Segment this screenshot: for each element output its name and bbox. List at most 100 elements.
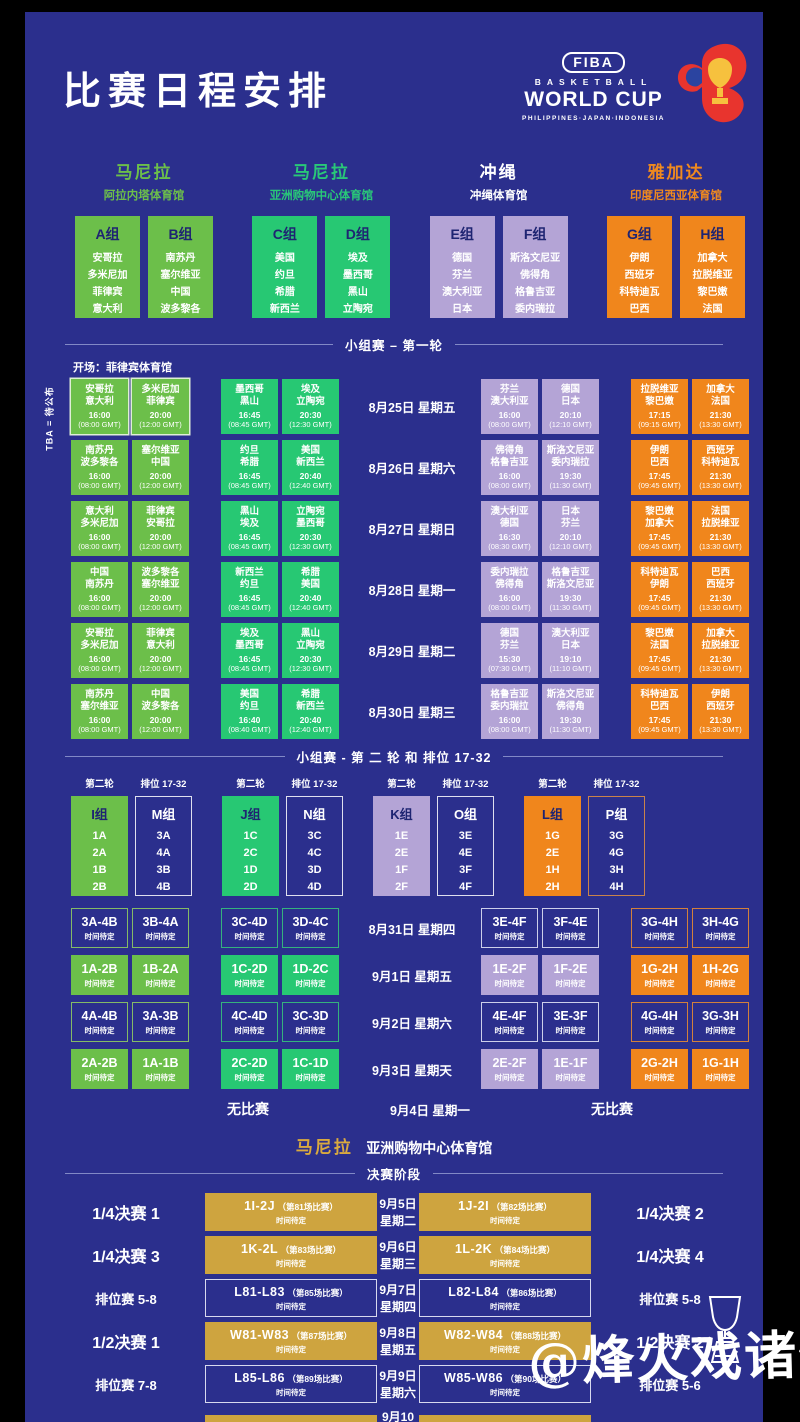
team-1: 南苏丹 <box>85 688 114 700</box>
group-slot: 3G <box>609 830 624 842</box>
team-1: 波多黎各 <box>141 566 180 578</box>
group-slot: 2F <box>395 881 408 894</box>
gmt-time: (11:30 GMT) <box>549 481 592 491</box>
group-slot: 4A <box>156 847 171 860</box>
venue-block: 雅加达 印度尼西亚体育馆 G组 伊朗 西班牙 科特迪瓦 巴西 H组 加拿大 拉脱维亚 黎巴… <box>601 158 751 318</box>
group-slot: 4E <box>458 847 473 860</box>
game-code: 1A-1B <box>142 1055 179 1070</box>
game-cell: 加拿大 法国 21:30 (13:30 GMT) <box>692 379 749 434</box>
game-cell: 3G-3H 时间待定 <box>692 1002 749 1042</box>
time-tbd: 时间待定 <box>555 1025 586 1035</box>
team-1: 美国 <box>239 688 259 700</box>
stage-label: 排位赛 5-8 <box>639 1291 701 1307</box>
time-tbd: 时间待定 <box>145 1072 176 1082</box>
game-cell: 立陶宛 墨西哥 20:30 (12:30 GMT) <box>282 501 339 556</box>
group-slot: 1H <box>545 864 560 877</box>
game-cell: 中国 南苏丹 16:00 (08:00 GMT) <box>71 562 128 617</box>
games-left: 3A-4B 时间待定 3B-4A 时间待定 3C-4D 时间待定 3D-4C 时… <box>71 908 343 948</box>
game-box: W81-W83 （第87场比赛） 时间待定 <box>205 1322 377 1360</box>
team-2: 西班牙 <box>706 579 735 590</box>
venue-groups: A组 安哥拉 多米尼加 菲律宾 意大利 B组 南苏丹 塞尔维亚 中国 波多黎各 <box>69 216 219 318</box>
game-code: 1H-2G <box>702 961 739 976</box>
group-slot: 3F <box>459 864 472 877</box>
game-cell: 佛得角 格鲁吉亚 16:00 (08:00 GMT) <box>481 440 538 495</box>
team-2: 斯洛文尼亚 <box>546 579 595 590</box>
local-time: 21:30 <box>709 715 732 726</box>
game-cell: 伊朗 巴西 17:45 (09:45 GMT) <box>631 440 688 495</box>
team-1: 希腊 <box>300 688 320 700</box>
group-slot: 3E <box>458 830 473 842</box>
game-code: 2G-2H <box>641 1055 678 1070</box>
game-code: 3B-4A <box>142 914 179 929</box>
game-cell: 日本 芬兰 20:10 (12:10 GMT) <box>542 501 599 556</box>
logo-worldcup-text: WORLD CUP <box>524 88 663 111</box>
team-1: 斯洛文尼亚 <box>546 444 595 456</box>
group-slot: 2D <box>243 881 258 894</box>
time-tbd: 时间待定 <box>145 931 176 941</box>
local-time: 19:30 <box>559 593 582 604</box>
team-1: 新西兰 <box>235 566 264 578</box>
stage-label: 1/2决赛 1 <box>92 1335 160 1352</box>
game-cell: 芬兰 澳大利亚 16:00 (08:00 GMT) <box>481 379 538 434</box>
game-code: 3A-3B <box>142 1008 179 1023</box>
team-2: 希腊 <box>239 457 259 468</box>
venue-city: 马尼拉 <box>292 163 350 182</box>
group-slot: 3D <box>307 864 322 877</box>
game-cell: 1D-2C 时间待定 <box>282 955 339 995</box>
finals-section-divider: 决赛阶段 <box>25 1164 763 1183</box>
local-time: 16:45 <box>238 654 261 665</box>
game-cell: 1E-2F 时间待定 <box>481 955 538 995</box>
time-tbd: 时间待定 <box>295 1025 326 1035</box>
game-box: L82-L84 （第86场比赛） 时间待定 <box>419 1279 591 1317</box>
team-2: 巴西 <box>649 457 669 468</box>
group-box: A组 安哥拉 多米尼加 菲律宾 意大利 <box>75 216 140 318</box>
game-cell: 斯洛文尼亚 委内瑞拉 19:30 (11:30 GMT) <box>542 440 599 495</box>
local-time: 19:30 <box>559 471 582 482</box>
group-name: L组 <box>542 807 563 822</box>
games-left: 南苏丹 波多黎各 16:00 (08:00 GMT) 塞尔维亚 中国 20:00… <box>71 440 343 495</box>
team-name: 澳大利亚 <box>442 287 483 298</box>
game-cell: 1H-2G 时间待定 <box>692 955 749 995</box>
team-1: 佛得角 <box>495 444 524 456</box>
games-left: 1A-2B 时间待定 1B-2A 时间待定 1C-2D 时间待定 1D-2C 时… <box>71 955 343 995</box>
schedule-row: 意大利 多米尼加 16:00 (08:00 GMT) 菲律宾 安哥拉 20:00… <box>71 501 753 556</box>
gmt-time: (12:10 GMT) <box>549 420 592 430</box>
schedule-row: 2A-2B 时间待定 1A-1B 时间待定 2C-2D 时间待定 1C-1D 时… <box>71 1049 753 1089</box>
group-name: B组 <box>168 226 193 242</box>
finals-row: 排位赛 5-8 L81-L83 （第85场比赛） 时间待定 9月7日 星期四 L… <box>47 1279 749 1317</box>
game-cell: 1F-2E 时间待定 <box>542 955 599 995</box>
stage-label: 1/4决赛 4 <box>636 1249 704 1266</box>
group-name: N组 <box>303 807 326 822</box>
watermark: @烽火戏诸侯 <box>527 1323 800 1394</box>
game-code: 3E-3F <box>553 1008 588 1023</box>
time-tbd: 时间待定 <box>84 978 115 988</box>
worldcup-23-trophy-icon <box>677 43 747 123</box>
local-time: 17:45 <box>648 471 671 482</box>
game-box: W85-W86 （第90场比赛） 时间待定 <box>419 1365 591 1403</box>
group-slot: 4H <box>609 881 624 894</box>
team-1: 黑山 <box>300 627 320 639</box>
team-name: 埃及 <box>347 253 368 264</box>
team-name: 格鲁吉亚 <box>515 287 556 298</box>
game-code: 1D-2C <box>292 961 329 976</box>
game-cell: 安哥拉 多米尼加 16:00 (08:00 GMT) <box>71 623 128 678</box>
team-2: 佛得角 <box>556 701 585 712</box>
group-slot: 3A <box>156 830 171 842</box>
fiba-worldcup-logo: FIBA BASKETBALL WORLD CUP PHILIPPINES·JA… <box>522 42 749 124</box>
game-code: 1C-1D <box>292 1055 329 1070</box>
no-games-label: 无比赛 <box>227 1101 269 1117</box>
gmt-time: (12:00 GMT) <box>139 420 182 430</box>
team-2: 新西兰 <box>296 701 325 712</box>
gmt-time: (08:00 GMT) <box>78 481 121 491</box>
game-box: 1L-2K （第84场比赛） 时间待定 <box>419 1236 591 1274</box>
team-1: 安哥拉 <box>85 383 114 395</box>
group-slot: 4C <box>307 847 322 860</box>
time-tbd: 时间待定 <box>705 1025 736 1035</box>
team-1: 澳大利亚 <box>490 505 529 517</box>
local-time: 16:00 <box>88 410 111 421</box>
team-1: 德国 <box>499 627 519 639</box>
game-cell: 4C-4D 时间待定 <box>221 1002 278 1042</box>
team-2: 意大利 <box>146 640 175 651</box>
game-cell: 3D-4C 时间待定 <box>282 908 339 948</box>
time-tbd: 时间待定 <box>490 1301 520 1311</box>
